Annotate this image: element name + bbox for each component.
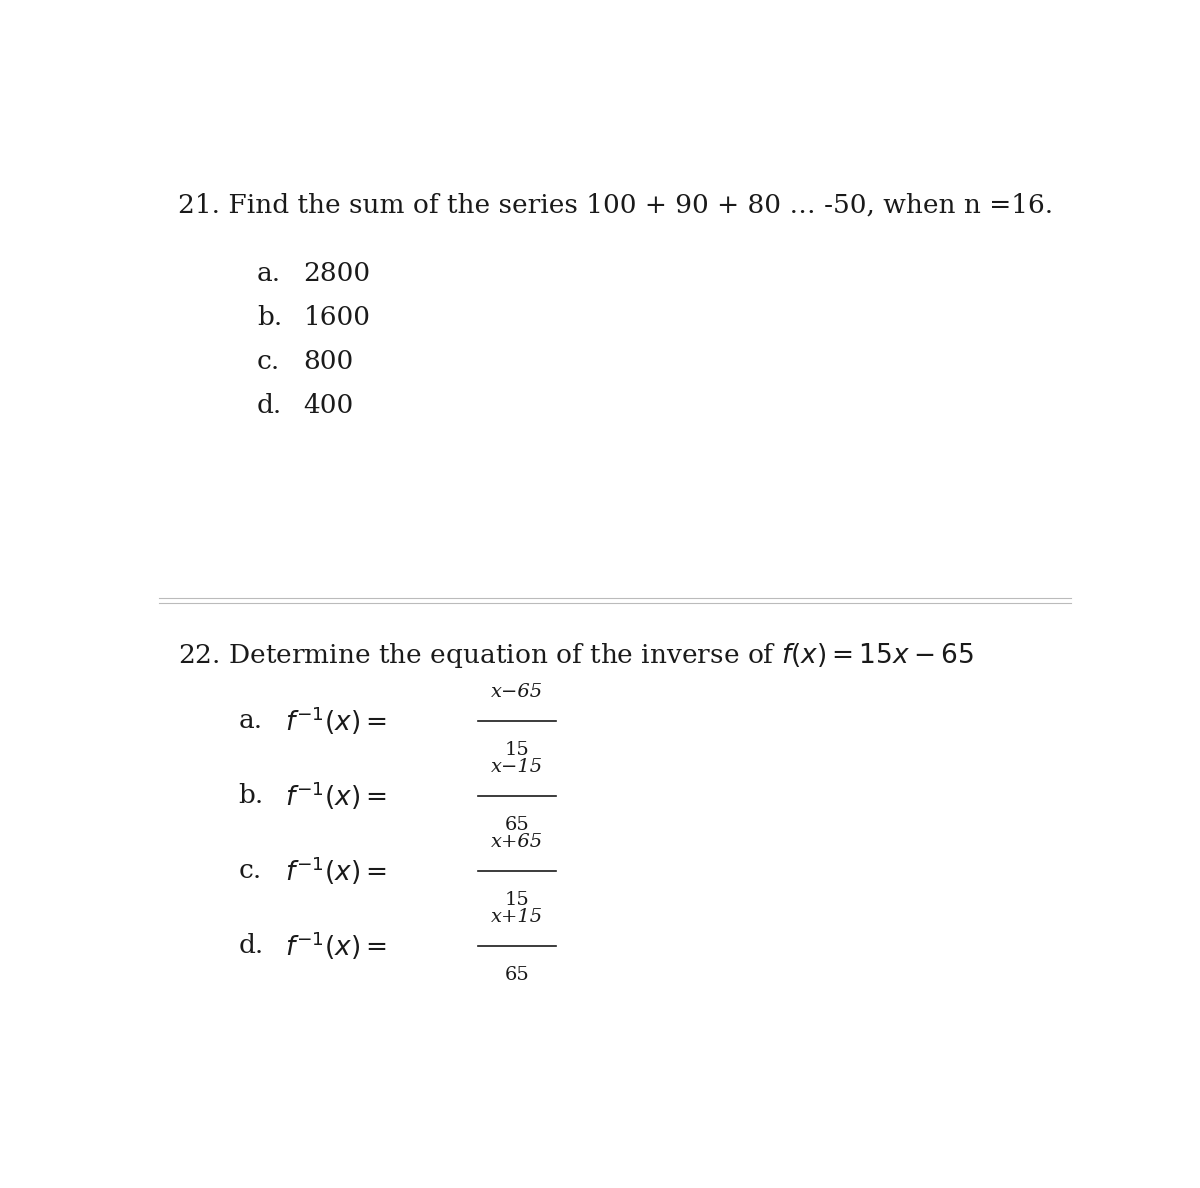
Text: 400: 400 (304, 393, 354, 418)
Text: 65: 65 (505, 816, 529, 834)
Text: 15: 15 (505, 891, 529, 909)
Text: 65: 65 (505, 966, 529, 984)
Text: $f^{-1}(x) = $: $f^{-1}(x) = $ (284, 929, 386, 962)
Text: $f^{-1}(x) = $: $f^{-1}(x) = $ (284, 779, 386, 811)
Text: c.: c. (257, 349, 281, 374)
Text: d.: d. (239, 934, 264, 959)
Text: d.: d. (257, 393, 282, 418)
Text: $f^{-1}(x) = $: $f^{-1}(x) = $ (284, 854, 386, 887)
Text: c.: c. (239, 858, 262, 883)
Text: 800: 800 (304, 349, 354, 374)
Text: 21. Find the sum of the series 100 + 90 + 80 … -50, when n =16.: 21. Find the sum of the series 100 + 90 … (178, 192, 1054, 217)
Text: x+15: x+15 (491, 908, 544, 925)
Text: $f^{-1}(x) = $: $f^{-1}(x) = $ (284, 704, 386, 737)
Text: a.: a. (257, 261, 281, 286)
Text: x+65: x+65 (491, 833, 544, 851)
Text: x−15: x−15 (491, 758, 544, 776)
Text: b.: b. (239, 783, 264, 808)
Text: 1600: 1600 (304, 305, 371, 330)
Text: a.: a. (239, 708, 263, 733)
Text: 2800: 2800 (304, 261, 371, 286)
Text: b.: b. (257, 305, 282, 330)
Text: x−65: x−65 (491, 683, 544, 701)
Text: 15: 15 (505, 741, 529, 759)
Text: 22. Determine the equation of the inverse of $f(x) = 15x - 65$: 22. Determine the equation of the invers… (178, 642, 973, 670)
